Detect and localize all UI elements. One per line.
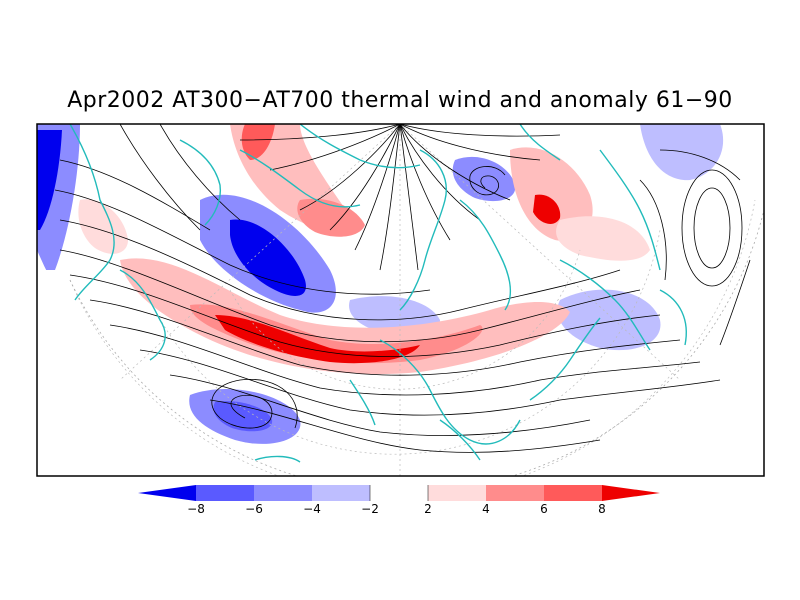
anomaly-blue-east bbox=[557, 289, 661, 351]
anomaly-field bbox=[37, 124, 764, 476]
colorbar-label: −8 bbox=[187, 502, 205, 516]
colorbar-segment bbox=[486, 485, 544, 501]
map-title: Apr2002 AT300−AT700 thermal wind and ano… bbox=[67, 88, 733, 113]
colorbar-segment bbox=[254, 485, 312, 501]
map-frame-border bbox=[36, 123, 765, 477]
anomaly-red-north-core bbox=[241, 124, 275, 160]
colorbar-segment bbox=[312, 485, 370, 501]
anomaly-blue-north-right bbox=[452, 156, 516, 202]
colorbar-left-arrow bbox=[138, 485, 196, 501]
colorbar-segment bbox=[544, 485, 602, 501]
anomaly-red-west bbox=[78, 199, 128, 254]
hemisphere-edge bbox=[69, 209, 764, 476]
colorbar: −8 −6 −4 −2 2 4 6 8 bbox=[138, 485, 660, 516]
anomaly-blue-left-core bbox=[37, 130, 62, 230]
colorbar-label: 6 bbox=[540, 502, 548, 516]
anomaly-red-east-band bbox=[556, 216, 650, 261]
coastlines bbox=[69, 124, 687, 463]
colorbar-label: −2 bbox=[361, 502, 379, 516]
anomaly-red-north-east bbox=[510, 147, 593, 241]
colorbar-segment bbox=[370, 485, 428, 501]
colorbar-segment bbox=[428, 485, 486, 501]
colorbar-segment bbox=[196, 485, 254, 501]
colorbar-label: −6 bbox=[245, 502, 263, 516]
colorbar-label: 4 bbox=[482, 502, 490, 516]
thermal-wind-streamlines bbox=[54, 124, 751, 453]
anomaly-red-arctic bbox=[297, 198, 365, 237]
colorbar-label: −4 bbox=[303, 502, 321, 516]
colorbar-label: 2 bbox=[424, 502, 432, 516]
anomaly-red-band-core bbox=[215, 315, 420, 364]
anomaly-blue-pacific-core bbox=[230, 219, 306, 296]
colorbar-label: 8 bbox=[598, 502, 606, 516]
anomaly-red-north-east-core bbox=[533, 194, 561, 224]
anomaly-blue-south-core bbox=[213, 401, 273, 432]
colorbar-right-arrow bbox=[602, 485, 660, 501]
